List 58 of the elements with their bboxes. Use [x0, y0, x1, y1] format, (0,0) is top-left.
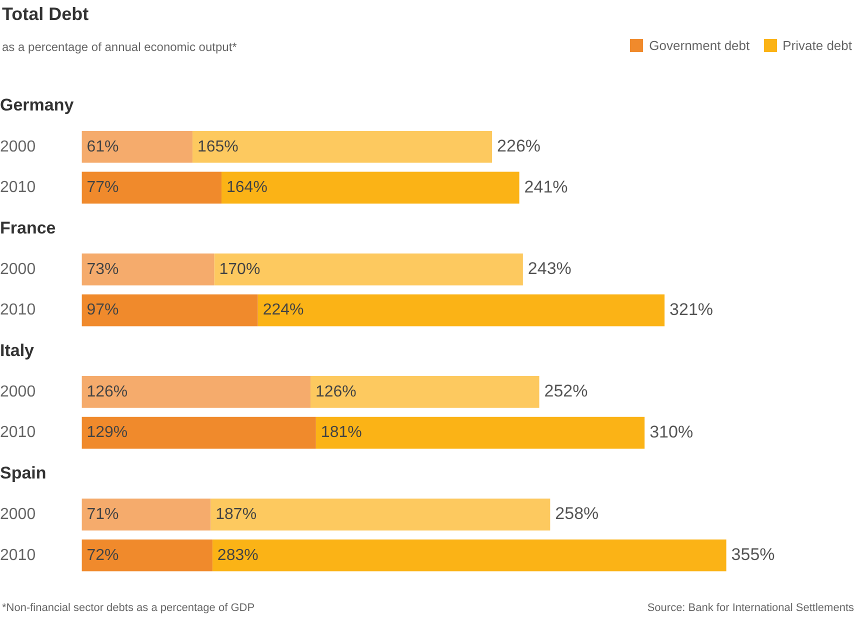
data-label: 170%: [219, 260, 260, 278]
total-label: 310%: [650, 422, 694, 442]
bar: [82, 376, 310, 408]
data-label: 164%: [226, 179, 268, 196]
y-tick-label: 2010: [0, 424, 36, 442]
data-label: 72%: [86, 546, 119, 564]
data-label: 61%: [86, 138, 119, 156]
total-label: 241%: [524, 177, 568, 196]
data-label: 73%: [86, 260, 119, 278]
total-label: 321%: [670, 300, 714, 319]
total-label: 226%: [497, 136, 541, 156]
y-tick-label: 2000: [0, 138, 36, 156]
bar: [258, 294, 665, 326]
legend-label: Private debt: [782, 38, 852, 53]
bar: [214, 253, 523, 286]
y-tick-label: France: [0, 218, 56, 238]
bar: [316, 416, 645, 449]
data-label: 187%: [216, 506, 257, 523]
data-label: 126%: [315, 383, 356, 400]
y-tick-label: Italy: [0, 340, 35, 360]
data-label: 129%: [86, 424, 128, 442]
y-tick-label: Spain: [0, 463, 46, 482]
bar: [222, 172, 520, 204]
y-tick-label: 2000: [0, 260, 36, 278]
y-tick-label: 2010: [0, 302, 36, 319]
y-tick-label: 2000: [0, 383, 36, 400]
total-label: 252%: [544, 382, 588, 401]
total-label: 355%: [731, 545, 775, 564]
text: *Non-financial sector debts as a percentage of GDP: [2, 602, 255, 614]
bar: [210, 498, 550, 530]
data-label: 77%: [86, 179, 119, 196]
data-label: 126%: [86, 383, 128, 400]
legend-label: Government debt: [648, 38, 750, 53]
bar: [82, 172, 222, 204]
data-label: 71%: [86, 506, 119, 523]
data-label: 165%: [197, 138, 238, 156]
y-tick-label: 2010: [0, 179, 36, 196]
bar: [192, 130, 492, 163]
y-tick-label: 2010: [0, 546, 36, 564]
data-label: 283%: [217, 546, 258, 564]
data-label: 97%: [86, 302, 119, 319]
chart-title: Total Debt: [2, 4, 89, 25]
bar: [212, 539, 726, 572]
source-note: Source: Bank for International Settlements: [647, 602, 854, 614]
bar: [82, 539, 212, 572]
bar: [82, 130, 192, 163]
chart-subtitle: as a percentage of annual economic output*: [2, 40, 237, 54]
bar: [310, 376, 540, 408]
y-tick-label: 2000: [0, 506, 36, 523]
y-tick-label: Germany: [0, 96, 74, 115]
bar: [82, 253, 214, 286]
total-label: 243%: [528, 259, 572, 278]
data-label: 224%: [262, 302, 304, 319]
bar: [82, 294, 258, 326]
bar: [82, 498, 211, 530]
total-label: 258%: [555, 504, 599, 524]
bar: [82, 416, 316, 449]
data-label: 181%: [320, 424, 362, 442]
